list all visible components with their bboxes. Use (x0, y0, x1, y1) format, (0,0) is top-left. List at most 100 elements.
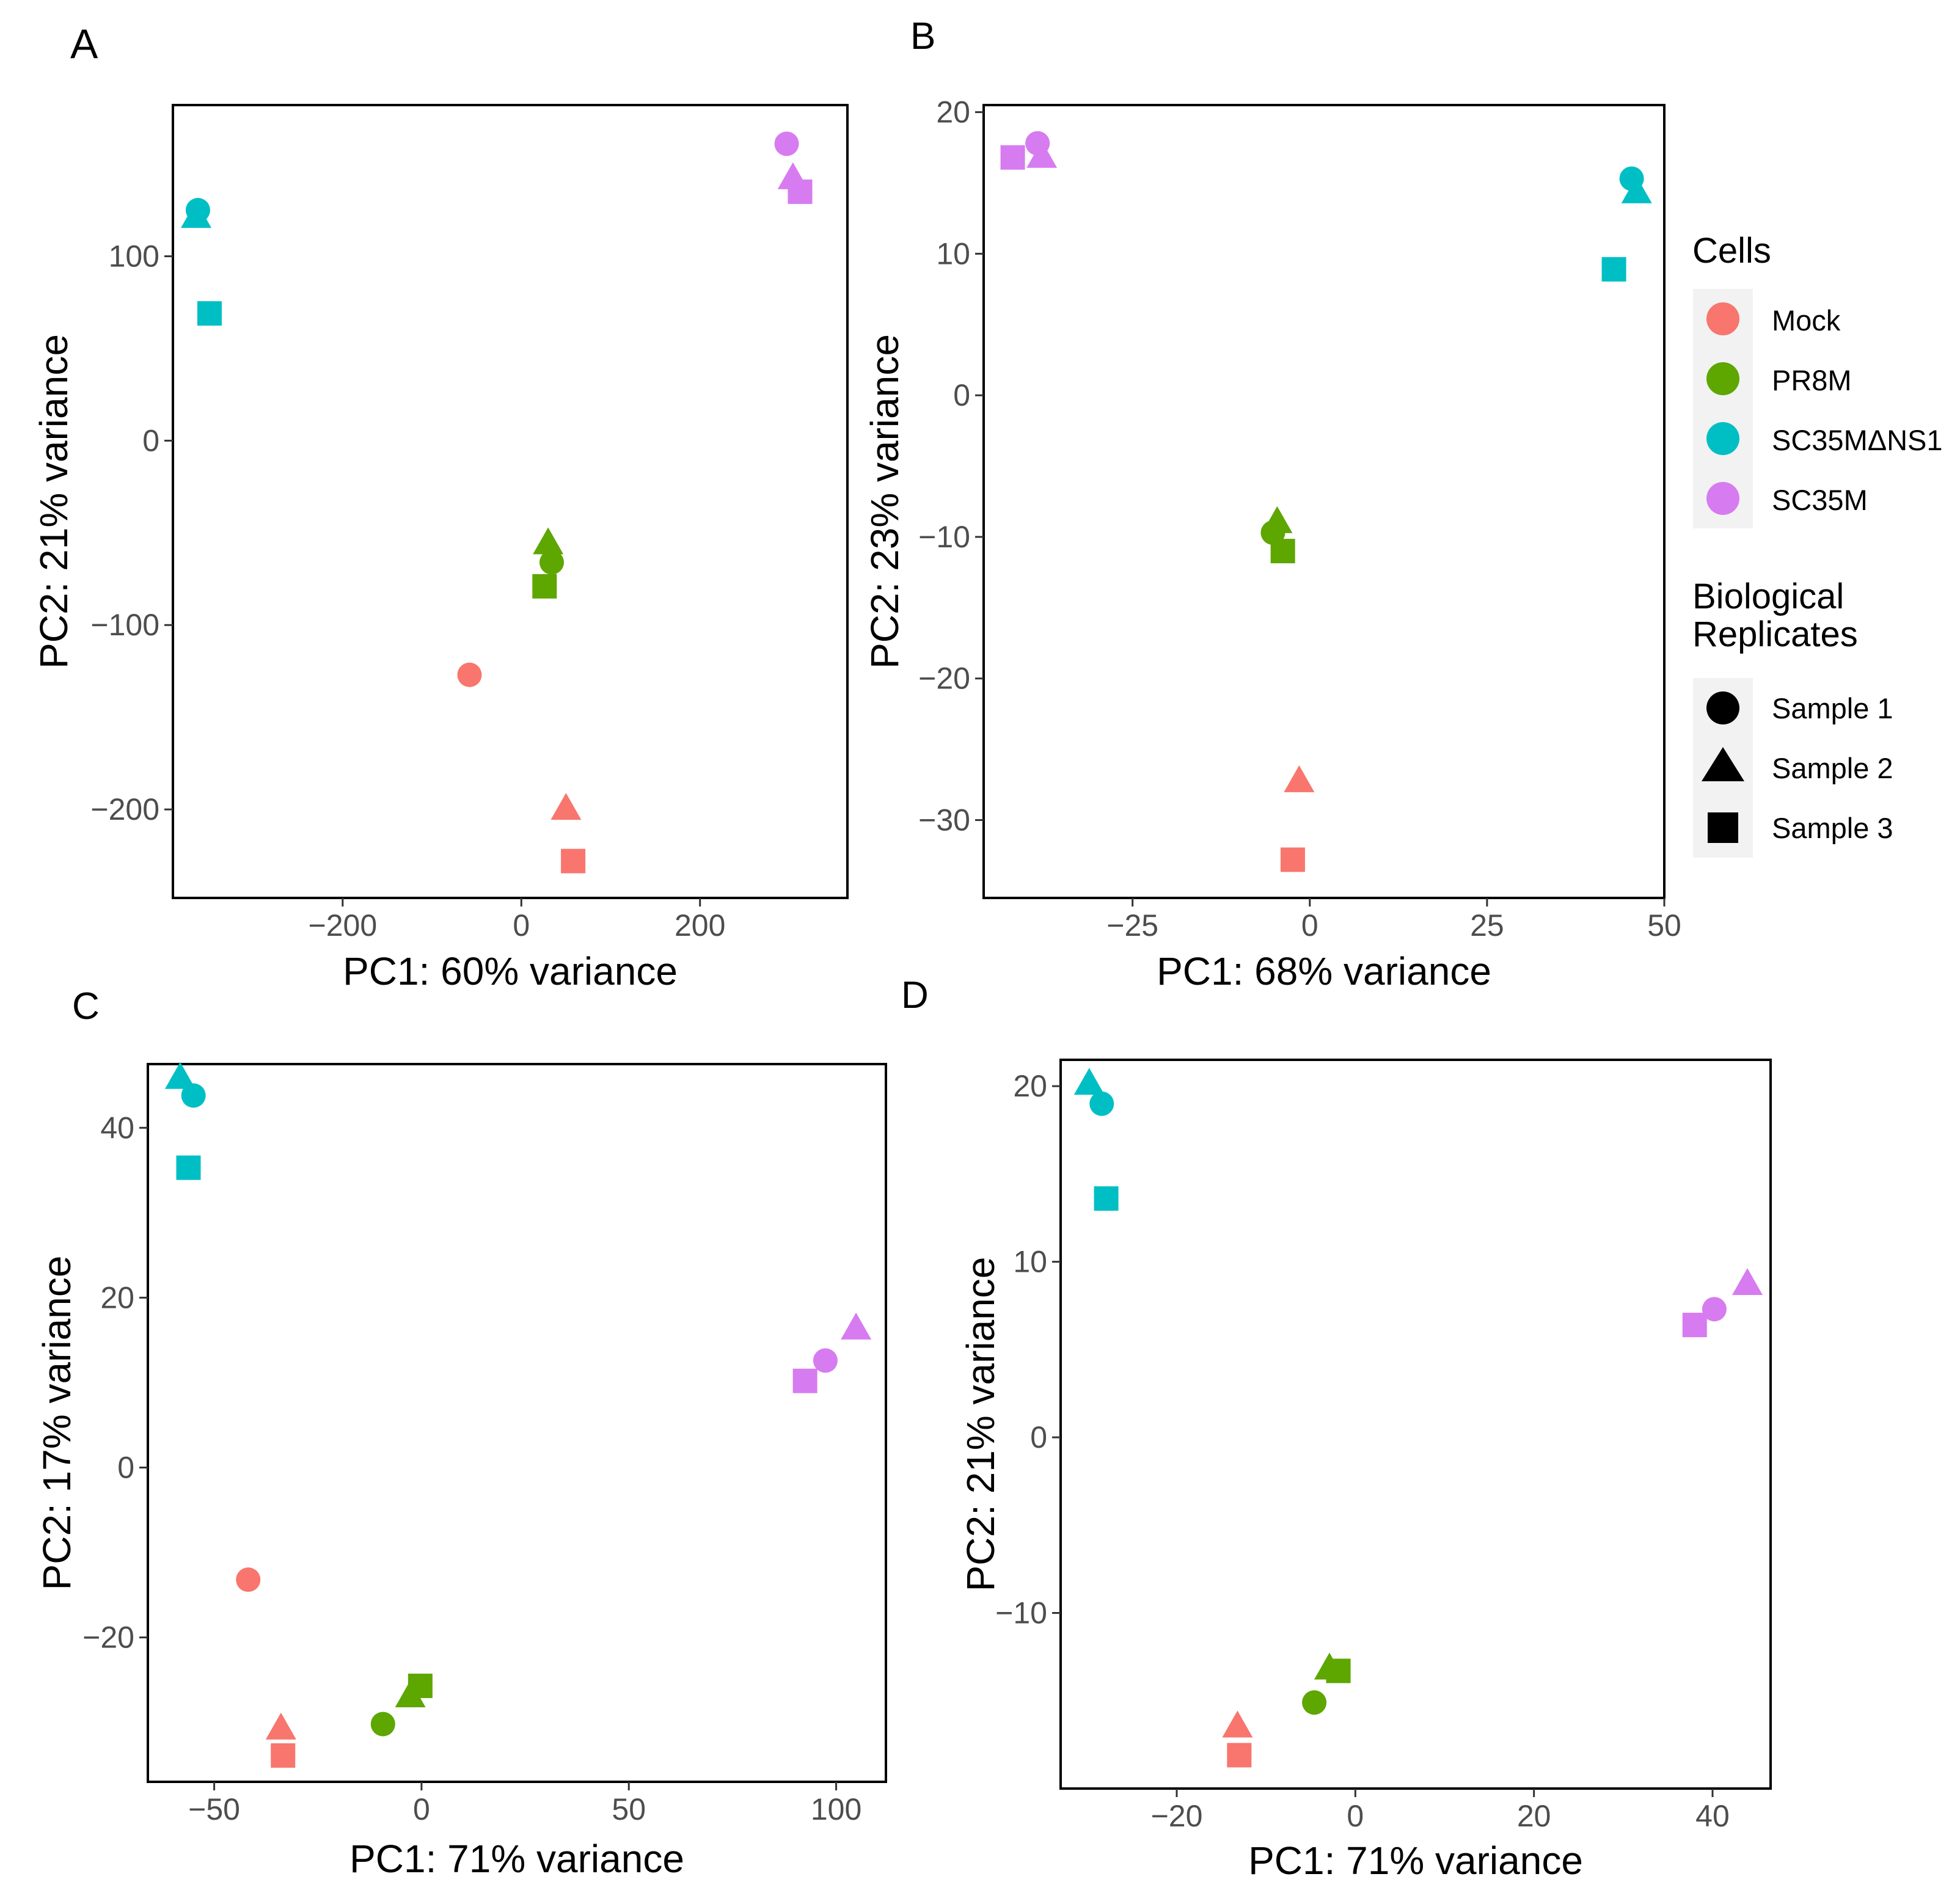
data-point-mock-sample3 (1280, 847, 1305, 872)
data-point-mock-sample1 (457, 662, 482, 687)
data-point-pr8m-sample3 (408, 1673, 433, 1698)
y-axis-title: PC2: 21% variance (959, 1257, 1003, 1592)
data-point-sc35m-sample3 (1000, 145, 1025, 170)
x-tick-label: −20 (1151, 1799, 1203, 1833)
x-axis-title: PC1: 71% variance (1248, 1839, 1583, 1883)
legend-sample1-circle-marker (1706, 691, 1739, 724)
data-point-sc35m-sample3 (788, 179, 813, 204)
data-point-pr8m-sample1 (539, 550, 564, 575)
y-tick-label: 40 (100, 1111, 134, 1145)
data-point-sc35mdns1-sample2 (164, 1062, 196, 1089)
plot-frame (1059, 1059, 1772, 1790)
plot-frame (982, 104, 1666, 899)
y-tick-label: 0 (117, 1451, 134, 1485)
x-tick-label: −25 (1106, 908, 1158, 943)
y-tick-label: 0 (953, 378, 970, 412)
data-point-sc35mdns1-sample3 (1601, 257, 1626, 282)
legend-sc35mdns1-marker (1706, 422, 1739, 455)
data-point-mock-sample2 (265, 1712, 296, 1740)
legend-cells-title: Cells (1692, 231, 1771, 271)
legend-sample3-square-marker (1708, 812, 1738, 843)
panel-b-scatter: −25 0 25 50 −30 −20 −10 0 10 20 PC1: 68% variance P… (863, 95, 1681, 993)
legend-replicates-title-line2: Replicates (1692, 615, 1858, 654)
data-point-sc35mdns1-sample2 (1621, 176, 1652, 203)
data-point-sc35m-sample2 (1731, 1267, 1763, 1295)
x-tick-label: 0 (513, 908, 530, 943)
y-tick-label: 0 (1030, 1420, 1047, 1454)
legend-sample1-label: Sample 1 (1772, 692, 1893, 724)
y-tick-label: −20 (918, 662, 970, 696)
legend-sample3-label: Sample 3 (1772, 812, 1893, 844)
y-tick-label: 20 (100, 1280, 134, 1315)
data-point-mock-sample2 (1222, 1710, 1253, 1738)
data-point-sc35mdns1-sample1 (181, 1083, 206, 1108)
x-tick-label: 0 (1301, 908, 1318, 943)
x-tick-label: −200 (309, 908, 378, 943)
data-point-sc35m-sample3 (792, 1368, 817, 1393)
data-point-sc35mdns1-sample1 (1089, 1091, 1114, 1116)
panel-label-d: D (901, 974, 929, 1016)
panel-d-scatter: −20 0 20 40 −10 0 10 20 PC1: 71% variance PC2: 21… (959, 1059, 1772, 1883)
data-point-pr8m-sample1 (370, 1712, 395, 1737)
x-axis-title: PC1: 71% variance (349, 1837, 684, 1881)
data-point-pr8m-sample3 (532, 574, 557, 599)
y-tick-label: 0 (142, 423, 159, 458)
data-point-sc35m-sample1 (813, 1348, 838, 1373)
data-point-mock-sample1 (236, 1567, 261, 1592)
x-tick-label: 20 (1517, 1799, 1551, 1833)
legend-replicates-title-line1: Biological (1692, 577, 1844, 616)
panel-label-c: C (72, 985, 100, 1027)
y-tick-label: −100 (90, 608, 159, 642)
x-tick-label: 50 (1647, 908, 1681, 943)
legend-pr8m-marker (1706, 362, 1739, 395)
y-tick-label: 20 (1013, 1069, 1047, 1103)
x-tick-label: 25 (1470, 908, 1504, 943)
plot-frame (172, 104, 849, 899)
y-tick-label: 20 (936, 95, 970, 129)
data-point-pr8m-sample1 (1302, 1690, 1327, 1715)
panel-c-scatter: −50 0 50 100 −20 0 20 40 PC1: 71% variance PC2: 1… (35, 1062, 887, 1881)
y-tick-label: −200 (90, 792, 159, 826)
x-tick-label: −50 (188, 1792, 240, 1826)
y-tick-label: 10 (1013, 1245, 1047, 1279)
panel-label-a: A (70, 21, 98, 67)
x-tick-label: 100 (811, 1792, 861, 1826)
legend-sc35m-label: SC35M (1772, 484, 1868, 516)
legend-sc35m-marker (1706, 482, 1739, 515)
legend: Cells Mock PR8M SC35MΔNS1 SC35M Biologic… (1692, 231, 1943, 858)
legend-sample2-triangle-marker (1702, 747, 1744, 781)
x-tick-label: 200 (675, 908, 725, 943)
plot-frame (147, 1063, 887, 1783)
data-point-pr8m-sample2 (1262, 506, 1293, 533)
x-tick-label: 40 (1695, 1799, 1730, 1833)
panel-a-scatter: −200 0 200 −200 −100 0 100 PC1: 60% variance PC2… (32, 104, 849, 993)
data-point-sc35mdns1-sample2 (181, 201, 212, 228)
data-point-sc35mdns1-sample2 (1073, 1068, 1105, 1095)
y-tick-label: 100 (109, 239, 159, 274)
x-axis-title: PC1: 60% variance (343, 949, 678, 993)
y-tick-label: −10 (918, 520, 970, 554)
x-axis-title: PC1: 68% variance (1157, 949, 1491, 993)
y-tick-label: 10 (936, 236, 970, 271)
data-point-mock-sample3 (271, 1743, 296, 1768)
legend-sample2-label: Sample 2 (1772, 752, 1893, 784)
data-point-sc35m-sample2 (1026, 140, 1058, 168)
y-tick-label: −20 (82, 1621, 134, 1655)
data-point-sc35m-sample3 (1682, 1313, 1707, 1338)
data-point-pr8m-sample3 (1270, 539, 1295, 564)
x-tick-label: 0 (413, 1792, 430, 1826)
data-point-sc35m-sample2 (841, 1312, 872, 1340)
data-point-sc35m-sample1 (1702, 1297, 1727, 1322)
legend-pr8m-label: PR8M (1772, 364, 1852, 396)
x-tick-label: 0 (1347, 1799, 1364, 1833)
legend-mock-marker (1706, 302, 1739, 335)
y-axis-title: PC2: 21% variance (32, 334, 76, 669)
data-point-sc35mdns1-sample3 (197, 301, 222, 326)
data-point-mock-sample3 (1227, 1743, 1252, 1768)
data-point-pr8m-sample3 (1326, 1658, 1351, 1683)
data-point-sc35mdns1-sample3 (1094, 1186, 1119, 1211)
panel-label-b: B (910, 15, 935, 57)
data-point-mock-sample2 (1284, 765, 1315, 792)
x-tick-label: 50 (612, 1792, 646, 1826)
